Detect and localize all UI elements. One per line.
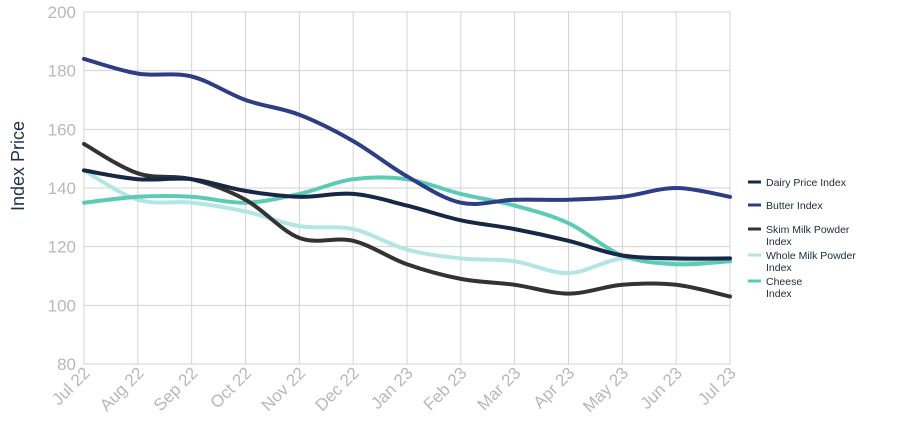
x-tick-label: Nov 22	[258, 363, 310, 415]
series-line-dairy-price-index	[82, 168, 732, 261]
x-tick-label: May 23	[579, 363, 632, 416]
x-tick-label: Jun 23	[636, 363, 686, 413]
x-tick-label: Jul 23	[694, 363, 740, 409]
y-tick-label: 100	[48, 296, 76, 315]
x-tick-label: Aug 22	[96, 363, 148, 415]
legend-label-line: Whole Milk Powder	[766, 250, 856, 262]
x-tick-label: Jan 23	[367, 363, 417, 413]
x-tick-label: Oct 22	[206, 363, 255, 412]
legend-label-line: Cheese	[766, 276, 802, 288]
series-line-whole-milk-powder-index	[82, 168, 732, 276]
y-axis-ticks: 80 100 120 140 160 180 200	[48, 3, 76, 374]
y-tick-label: 160	[48, 120, 76, 139]
legend-label-cheese-index: Cheese Index	[766, 276, 802, 300]
legend-label-butter-index: Butter Index	[766, 200, 823, 212]
y-tick-label: 200	[48, 3, 76, 22]
x-axis-ticks: Jul 22 Aug 22 Sep 22 Oct 22 Nov 22 Dec 22 Jan …	[48, 363, 740, 416]
y-tick-label: 80	[57, 355, 76, 374]
x-tick-label: Dec 22	[311, 363, 363, 415]
legend-label-line: Index	[766, 262, 792, 274]
y-tick-label: 120	[48, 238, 76, 257]
x-tick-label: Apr 23	[529, 363, 578, 412]
x-tick-label: Mar 23	[474, 363, 525, 414]
legend: Dairy Price Index Butter Index Skim Milk P…	[748, 177, 856, 300]
legend-label-whole-milk-powder-index: Whole Milk Powder Index	[766, 250, 856, 274]
series	[82, 56, 732, 299]
legend-label-line: Index	[766, 236, 792, 248]
y-tick-label: 140	[48, 179, 76, 198]
y-tick-label: 180	[48, 62, 76, 81]
y-axis-label: Index Price	[8, 121, 28, 211]
x-tick-label: Feb 23	[420, 363, 471, 414]
grid	[83, 11, 731, 365]
legend-label-line: Dairy Price Index	[766, 177, 847, 189]
legend-label-line: Index	[766, 288, 792, 300]
x-tick-label: Sep 22	[150, 363, 202, 415]
legend-label-line: Butter Index	[766, 200, 823, 212]
legend-label-dairy-price-index: Dairy Price Index	[766, 177, 847, 189]
legend-label-skim-milk-powder-index: Skim Milk Powder Index	[766, 224, 850, 248]
series-line-butter-index	[82, 56, 732, 206]
legend-label-line: Skim Milk Powder	[766, 224, 850, 236]
